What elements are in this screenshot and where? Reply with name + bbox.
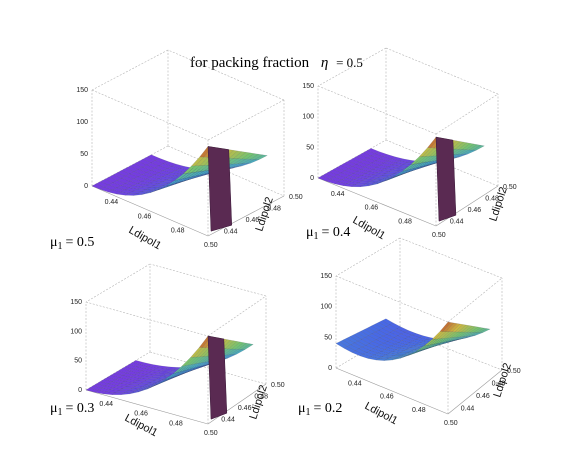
x-axis-label: Ldipol1 <box>351 214 388 242</box>
y-tick-label: 0.50 <box>289 194 303 201</box>
mu-symbol: μ <box>306 225 314 240</box>
x-tick-label: 0.48 <box>169 420 183 427</box>
title-prefix: for packing fraction <box>190 55 310 71</box>
title-value: = 0.5 <box>336 55 363 70</box>
z-tick-label: 50 <box>306 144 314 151</box>
mu-label: μ1 = 0.4 <box>306 225 350 242</box>
y-tick-label: 0.50 <box>271 382 285 389</box>
bounding-box <box>85 263 267 425</box>
mu-value: = 0.3 <box>66 401 95 416</box>
y-tick-label: 0.46 <box>238 405 252 412</box>
surface-drop-wall <box>207 146 233 232</box>
x-tick-label: 0.50 <box>204 242 218 249</box>
z-tick-label: 0 <box>328 365 332 372</box>
z-tick-label: 0 <box>78 387 82 394</box>
y-tick-label: 0.44 <box>461 406 475 413</box>
x-tick-label: 0.44 <box>348 381 362 388</box>
mu-symbol: μ <box>298 401 306 416</box>
surface-plot-3: 0501001500.440.460.480.500.440.460.480.5… <box>50 263 285 439</box>
z-tick-label: 100 <box>70 328 82 335</box>
y-tick-label: 0.44 <box>224 228 238 235</box>
x-tick-label: 0.46 <box>365 205 379 212</box>
figure-title: for packing fraction η = 0.5 <box>190 55 363 71</box>
surface-drop-wall <box>435 136 457 222</box>
y-tick-label: 0.46 <box>468 207 482 214</box>
surface-plot-1: 0 50 100 150 0.44 0.46 0.48 0.50 0.44 0.46 0.48 0.5… <box>50 49 303 252</box>
z-tick-label: 50 <box>80 151 88 158</box>
x-tick-label: 0.50 <box>444 420 458 427</box>
z-tick-label: 150 <box>76 87 88 94</box>
surface-mesh <box>85 335 254 395</box>
y-tick-label: 0.48 <box>485 195 499 202</box>
z-tick-label: 50 <box>74 358 82 365</box>
y-tick-label: 0.48 <box>267 205 281 212</box>
z-tick-label: 100 <box>76 119 88 126</box>
z-tick-label: 0 <box>310 175 314 182</box>
mu-value: = 0.5 <box>66 235 95 250</box>
bounding-box <box>317 47 499 227</box>
y-tick-label: 0.48 <box>492 381 506 388</box>
mu-label: μ1 = 0.5 <box>50 235 94 252</box>
mu-subscript: 1 <box>58 241 63 252</box>
mu-subscript: 1 <box>306 407 311 418</box>
z-tick-label: 150 <box>320 273 332 280</box>
mu-symbol: μ <box>50 401 58 416</box>
surface-mesh <box>91 146 268 196</box>
y-tick-label: 0.46 <box>476 393 490 400</box>
x-tick-label: 0.48 <box>398 218 412 225</box>
x-tick-label: 0.48 <box>171 228 185 235</box>
z-tick-label: 150 <box>70 299 82 306</box>
y-axis-label: Ldipol2 <box>247 383 269 420</box>
y-axis-label: Ldipol2 <box>253 195 275 232</box>
x-tick-label: 0.46 <box>134 411 148 418</box>
mu-value: = 0.2 <box>314 401 343 416</box>
y-tick-label: 0.50 <box>507 368 521 375</box>
bounding-box <box>335 237 503 415</box>
mu-symbol: μ <box>50 235 58 250</box>
surface-plot-2: 0501001500.440.460.480.500.440.460.480.5… <box>302 47 517 242</box>
x-tick-label: 0.48 <box>412 407 426 414</box>
x-tick-label: 0.46 <box>138 213 152 220</box>
x-tick-label: 0.46 <box>380 394 394 401</box>
y-tick-label: 0.50 <box>503 184 517 191</box>
surface-mesh <box>317 136 485 188</box>
y-axis-label: Ldipol2 <box>487 185 509 222</box>
bounding-box <box>91 49 285 237</box>
z-tick-label: 0 <box>84 183 88 190</box>
x-axis-label: Ldipol1 <box>127 224 164 252</box>
surface-mesh <box>335 318 491 361</box>
x-tick-label: 0.44 <box>105 199 119 206</box>
mu-label: μ1 = 0.2 <box>298 401 342 418</box>
surface-drop-wall <box>207 335 228 420</box>
mu-value: = 0.4 <box>322 225 351 240</box>
y-tick-label: 0.44 <box>221 416 235 423</box>
x-tick-label: 0.44 <box>331 191 345 198</box>
surface-plot-4: 0501001500.440.460.480.500.440.460.480.5… <box>298 237 521 427</box>
mu-subscript: 1 <box>314 231 319 242</box>
x-tick-label: 0.50 <box>204 430 218 437</box>
z-tick-label: 150 <box>302 83 314 90</box>
y-tick-label: 0.44 <box>450 218 464 225</box>
z-tick-label: 100 <box>320 304 332 311</box>
y-tick-label: 0.46 <box>246 217 260 224</box>
x-tick-label: 0.50 <box>432 232 446 239</box>
y-tick-label: 0.48 <box>254 393 268 400</box>
title-symbol: η <box>321 55 328 71</box>
mu-label: μ1 = 0.3 <box>50 401 94 418</box>
x-tick-label: 0.44 <box>99 401 113 408</box>
x-axis-label: Ldipol1 <box>363 400 400 427</box>
mu-subscript: 1 <box>58 407 63 418</box>
z-tick-label: 50 <box>324 334 332 341</box>
z-tick-label: 100 <box>302 114 314 121</box>
